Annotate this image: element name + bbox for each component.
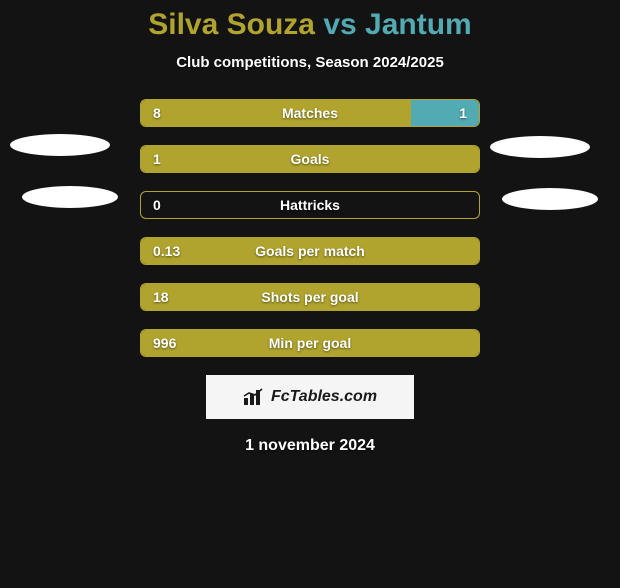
stat-bars: 8 1 Matches 1 Goals 0 Hattricks 0.13 Goals per m… [140,99,480,357]
chart-icon [243,388,265,406]
subtitle: Club competitions, Season 2024/2025 [0,54,620,71]
bar-value-left: 18 [153,289,169,305]
bar-label: Hattricks [280,197,340,213]
decor-ellipse [10,134,110,156]
decor-ellipse [490,136,590,158]
bar-fill-left [141,100,411,126]
stat-bar-row: 1 Goals [140,145,480,173]
stat-bar-row: 0 Hattricks [140,191,480,219]
bar-value-left: 0 [153,197,161,213]
comparison-title: Silva Souza vs Jantum [0,8,620,42]
bar-label: Goals per match [255,243,365,259]
bar-label: Shots per goal [261,289,358,305]
branding-badge: FcTables.com [206,375,414,419]
decor-ellipse [22,186,118,208]
bar-value-left: 1 [153,151,161,167]
player1-name: Silva Souza [148,8,315,41]
bar-value-right: 1 [459,105,467,121]
bar-label: Min per goal [269,335,351,351]
branding-text: FcTables.com [271,388,377,406]
stat-bar-row: 996 Min per goal [140,329,480,357]
decor-ellipse [502,188,598,210]
bar-value-left: 8 [153,105,161,121]
bar-value-left: 996 [153,335,176,351]
stat-bar-row: 0.13 Goals per match [140,237,480,265]
stat-bar-row: 18 Shots per goal [140,283,480,311]
bar-fill-right [411,100,479,126]
vs-text: vs [323,8,356,41]
footer-date: 1 november 2024 [0,437,620,455]
player2-name: Jantum [365,8,472,41]
bar-value-left: 0.13 [153,243,180,259]
bar-label: Matches [282,105,338,121]
bar-label: Goals [291,151,330,167]
stat-bar-row: 8 1 Matches [140,99,480,127]
